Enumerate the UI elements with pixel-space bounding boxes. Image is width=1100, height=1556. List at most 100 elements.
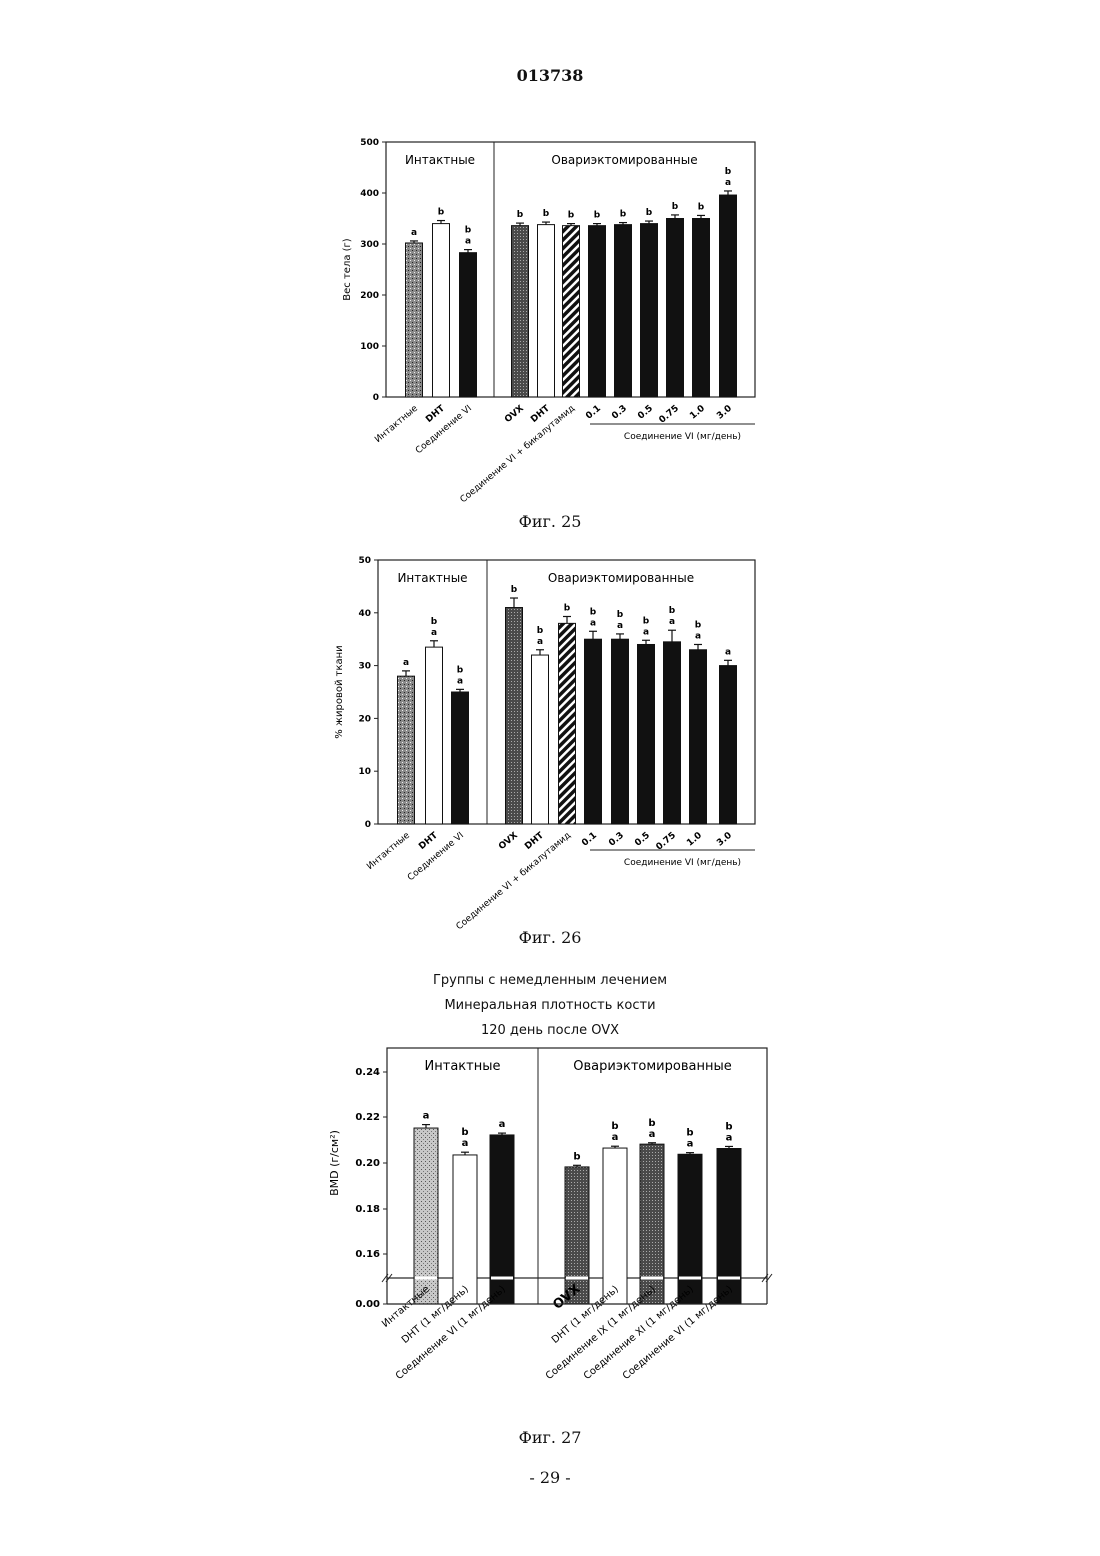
x-category-label: Соединение VI + бикалутамид	[459, 404, 577, 506]
bar	[615, 225, 632, 397]
fig27-title-line: Минеральная плотность кости	[0, 993, 1100, 1018]
significance-label: b	[698, 202, 705, 212]
significance-label: a	[465, 237, 471, 247]
significance-label: b	[669, 606, 676, 616]
significance-label: b	[648, 1118, 655, 1129]
bar	[453, 1155, 477, 1304]
significance-label: a	[457, 676, 463, 686]
bar	[512, 226, 529, 397]
fig26-fat-tissue-chart: 01020304050% жировой тканиИнтактныеОвари…	[0, 548, 1100, 948]
bar	[664, 642, 681, 824]
x-category-label: 0.75	[657, 404, 680, 426]
bar-break-gap	[415, 1277, 437, 1280]
significance-label: a	[725, 178, 731, 188]
significance-label: a	[403, 658, 409, 668]
significance-label: b	[438, 208, 445, 218]
bar	[603, 1148, 627, 1304]
significance-label: a	[612, 1132, 619, 1143]
y-tick-label: 0.20	[355, 1158, 380, 1169]
x-category-label: 1.0	[688, 404, 707, 422]
significance-label: a	[537, 637, 543, 647]
y-tick-label: 0.00	[355, 1299, 380, 1310]
group-label-intact: Интактные	[425, 1059, 501, 1074]
y-tick-label: 0.22	[355, 1112, 380, 1123]
y-tick-label: 0.18	[355, 1204, 380, 1215]
x-category-label: 0.1	[580, 831, 599, 849]
bar	[398, 676, 415, 824]
significance-label: a	[669, 617, 675, 627]
significance-label: b	[465, 226, 472, 236]
bar	[506, 608, 523, 824]
x-category-label: 0.3	[610, 404, 629, 422]
y-tick-label: 40	[358, 609, 371, 619]
fig27-bmd-chart: 0.000.160.180.200.220.24BMD (г/см²)Интак…	[0, 1040, 1100, 1440]
significance-label: b	[617, 610, 624, 620]
y-tick-label: 10	[358, 767, 371, 777]
bar-break-gap	[641, 1277, 663, 1280]
significance-label: a	[462, 1138, 469, 1149]
significance-label: a	[499, 1119, 506, 1130]
significance-label: b	[643, 616, 650, 626]
significance-label: b	[672, 202, 679, 212]
bar	[585, 639, 602, 824]
bar	[717, 1149, 741, 1304]
bar	[667, 219, 684, 398]
group-label-ovx: Овариэктомированные	[551, 153, 697, 167]
significance-label: b	[461, 1127, 468, 1138]
fig27-caption: Фиг. 27	[0, 1428, 1100, 1447]
y-tick-label: 300	[360, 240, 379, 250]
bar	[640, 1144, 664, 1304]
group-label-intact: Интактные	[397, 571, 467, 585]
bar	[433, 224, 450, 397]
significance-label: a	[649, 1129, 656, 1140]
bar	[460, 253, 477, 397]
significance-label: a	[726, 1132, 733, 1143]
significance-label: a	[423, 1111, 430, 1122]
y-tick-label: 20	[358, 714, 371, 724]
dose-label: Соединение VI (мг/день)	[624, 432, 741, 442]
bar	[720, 666, 737, 824]
x-category-label: 3.0	[715, 831, 734, 849]
significance-label: b	[517, 210, 524, 220]
significance-label: b	[620, 210, 627, 220]
x-category-label: 1.0	[685, 831, 704, 849]
y-tick-label: 500	[360, 138, 379, 148]
bar	[690, 650, 707, 824]
group-label-ovx: Овариэктомированные	[548, 571, 694, 585]
significance-label: b	[725, 167, 732, 177]
x-category-label: Соединение VI + бикалутамид	[455, 831, 573, 933]
x-category-label: 0.75	[654, 831, 677, 853]
bar	[532, 655, 549, 824]
significance-label: b	[431, 617, 438, 627]
significance-label: a	[687, 1139, 694, 1150]
bar	[720, 195, 737, 397]
significance-label: b	[564, 603, 571, 613]
bar	[693, 219, 710, 398]
y-tick-label: 200	[360, 291, 379, 301]
significance-label: b	[511, 585, 518, 595]
significance-label: b	[611, 1121, 618, 1132]
x-category-label: OVX	[497, 831, 520, 852]
y-tick-label: 400	[360, 189, 379, 199]
fig25-body-weight-chart: 0100200300400500Вес тела (г)ИнтактныеОва…	[0, 130, 1100, 540]
x-category-label: DHT	[424, 403, 447, 425]
group-label-intact: Интактные	[405, 153, 475, 167]
significance-label: a	[725, 647, 731, 657]
bar	[538, 225, 555, 397]
bar	[678, 1154, 702, 1304]
significance-label: b	[725, 1121, 732, 1132]
significance-label: b	[573, 1151, 580, 1162]
significance-label: a	[411, 228, 417, 238]
bar	[589, 226, 606, 397]
significance-label: b	[646, 208, 653, 218]
significance-label: a	[590, 618, 596, 628]
y-axis-label: BMD (г/см²)	[328, 1130, 341, 1196]
fig27-title-line: Группы с немедленным лечением	[0, 968, 1100, 993]
significance-label: a	[431, 628, 437, 638]
y-tick-label: 0	[365, 820, 371, 830]
significance-label: b	[590, 607, 597, 617]
x-category-label: OVX	[503, 404, 526, 425]
y-tick-label: 100	[360, 342, 379, 352]
significance-label: b	[695, 620, 702, 630]
fig26-caption: Фиг. 26	[0, 928, 1100, 947]
